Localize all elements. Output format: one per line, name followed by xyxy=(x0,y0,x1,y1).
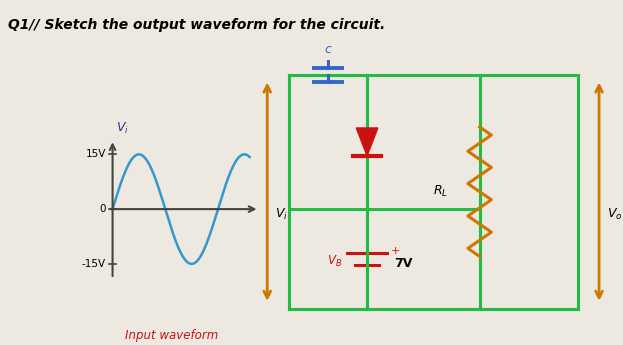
Text: c: c xyxy=(325,43,331,56)
Text: 15V: 15V xyxy=(85,149,106,159)
Text: Input waveform: Input waveform xyxy=(125,329,218,342)
Text: Q1// Sketch the output waveform for the circuit.: Q1// Sketch the output waveform for the … xyxy=(8,18,385,32)
Polygon shape xyxy=(356,128,378,156)
Text: $V_o$: $V_o$ xyxy=(607,207,622,221)
Text: +: + xyxy=(391,246,400,256)
Text: -15V: -15V xyxy=(82,259,106,269)
Text: $V_B$: $V_B$ xyxy=(328,254,343,269)
Text: $V_i$: $V_i$ xyxy=(115,121,128,136)
Text: 7V: 7V xyxy=(394,257,413,270)
Text: $R_L$: $R_L$ xyxy=(433,184,449,199)
Text: 0: 0 xyxy=(99,204,106,214)
Text: $V_i$: $V_i$ xyxy=(275,207,288,221)
